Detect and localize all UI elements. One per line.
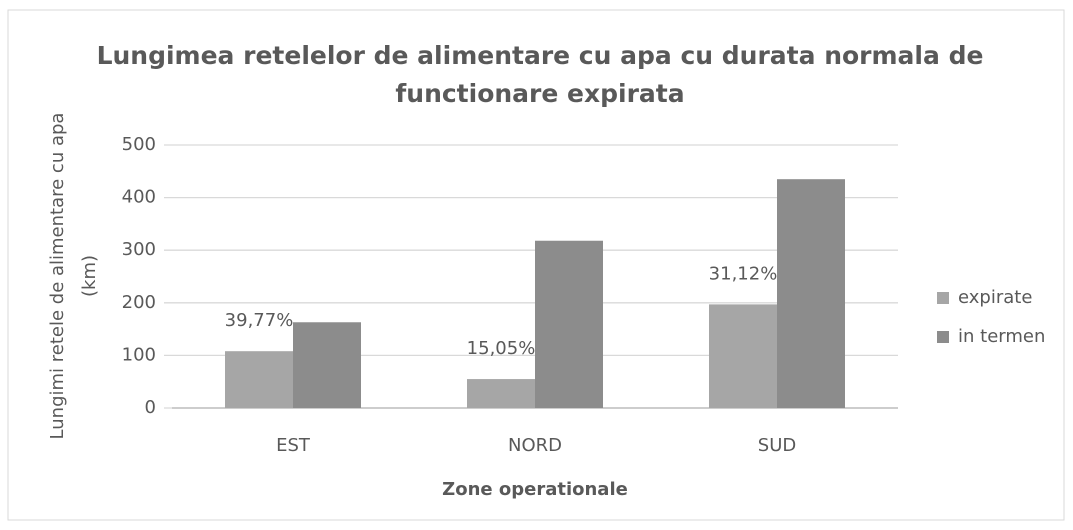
y-tick-label: 200 (122, 292, 156, 313)
legend-label: expirate (958, 287, 1032, 308)
y-tick-label: 0 (145, 397, 156, 418)
annotation: 39,77% (225, 310, 294, 331)
bar (293, 322, 361, 408)
y-tick-label: 400 (122, 187, 156, 208)
legend-swatch (937, 331, 949, 343)
x-tick-label: SUD (758, 435, 796, 456)
annotation: 15,05% (467, 338, 536, 359)
bar (535, 240, 603, 408)
annotation: 31,12% (709, 263, 778, 284)
chart-title: functionare expirata (395, 79, 684, 108)
x-tick-label: NORD (508, 435, 562, 456)
bar (777, 179, 845, 408)
x-axis-label: Zone operationale (442, 479, 628, 500)
y-tick-label: 500 (122, 134, 156, 155)
legend-swatch (937, 292, 949, 304)
x-tick-label: EST (276, 435, 311, 456)
y-axis-label: Lungimi retele de alimentare cu apa (47, 113, 68, 440)
bar (709, 304, 777, 408)
bar (467, 379, 535, 408)
legend-label: in termen (958, 326, 1045, 347)
bar (225, 351, 293, 408)
y-tick-label: 300 (122, 239, 156, 260)
y-axis-label: (km) (79, 255, 100, 297)
y-tick-label: 100 (122, 344, 156, 365)
chart-title: Lungimea retelelor de alimentare cu apa … (97, 41, 984, 70)
